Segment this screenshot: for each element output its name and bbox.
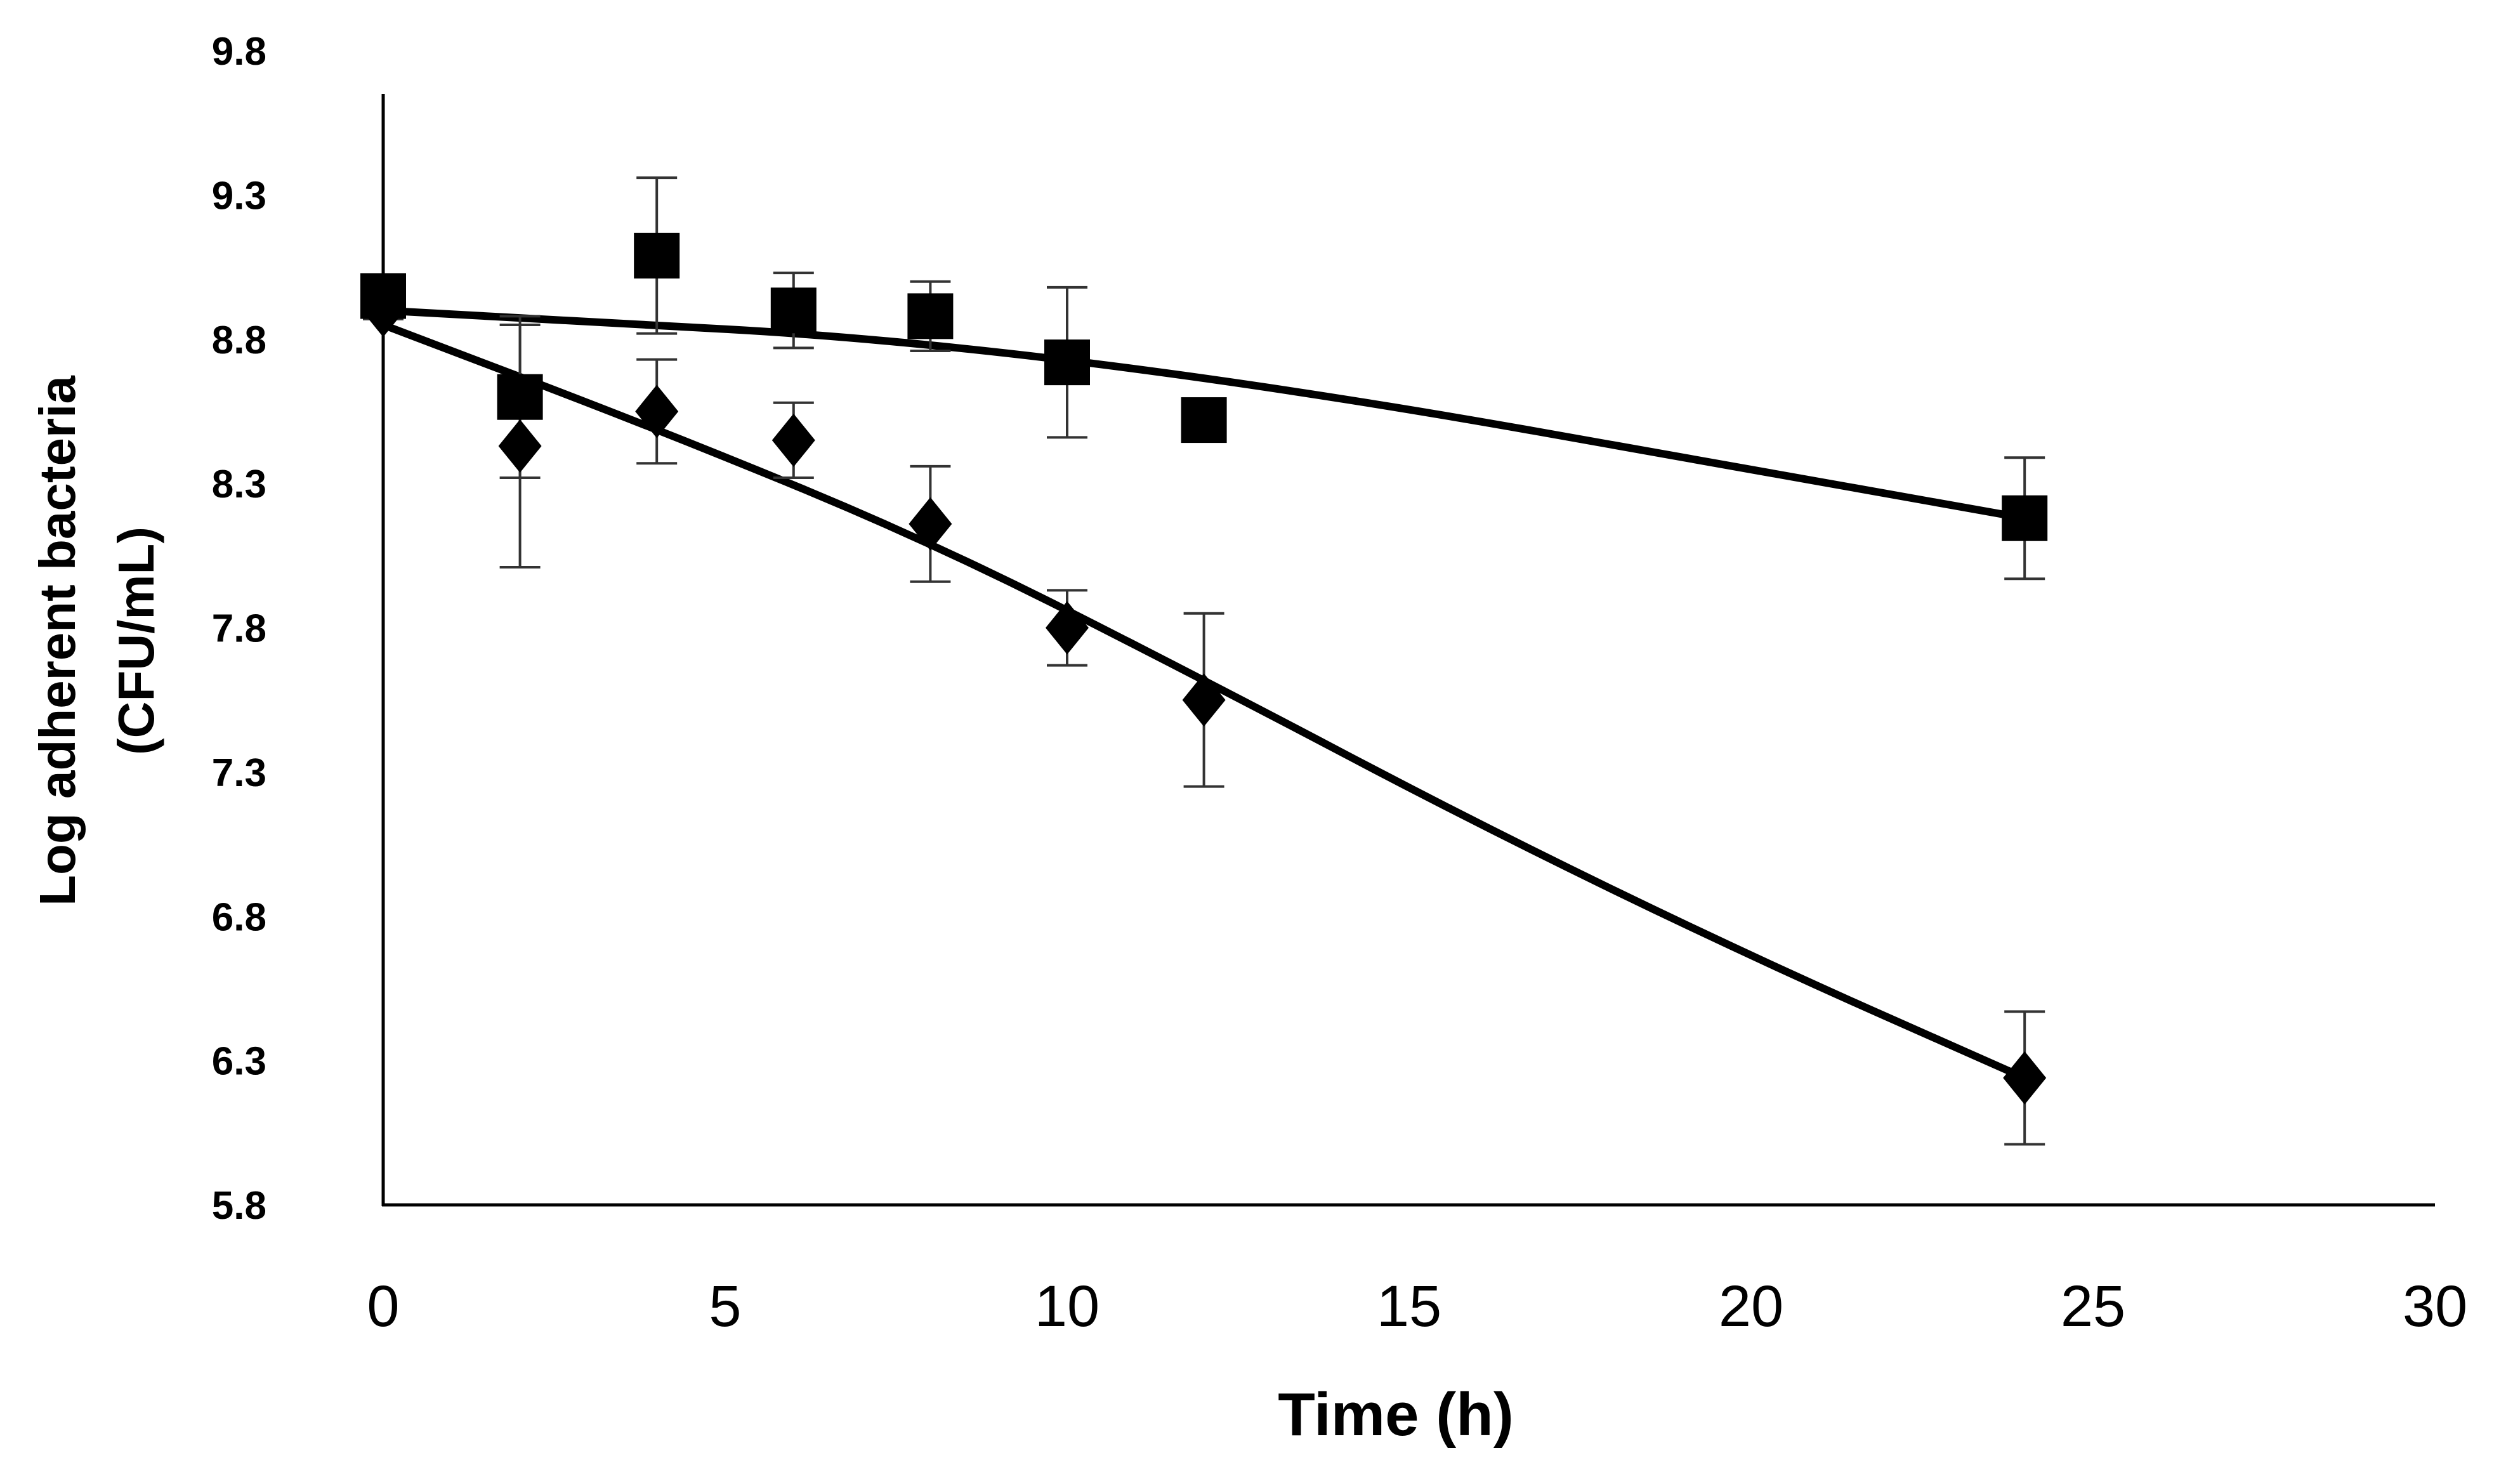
diamond-point xyxy=(771,413,815,467)
diamond-point xyxy=(635,384,679,438)
y-tick-label: 6.8 xyxy=(212,895,266,939)
y-tick-label: 9.8 xyxy=(212,30,266,74)
y-tick-label: 7.3 xyxy=(212,751,266,795)
diamond-point xyxy=(362,284,405,338)
y-axis-title-line-2: (CFU/mL) xyxy=(108,527,164,755)
x-tick-label: 30 xyxy=(2403,1274,2467,1339)
square-point xyxy=(497,374,543,420)
y-tick-label: 9.3 xyxy=(212,174,266,218)
y-axis-title-line-1: Log adherent bacteria xyxy=(29,376,86,906)
square-point xyxy=(770,287,817,334)
squares-fit-line xyxy=(383,306,2026,522)
x-axis-title: Time (h) xyxy=(1278,1381,1514,1449)
x-tick-label: 25 xyxy=(2061,1274,2125,1339)
y-tick-labels: 9.8 9.3 8.8 8.3 7.8 7.3 6.8 6.3 5.8 xyxy=(212,30,266,1228)
diamond-point xyxy=(1182,673,1226,727)
x-tick-label: 20 xyxy=(1719,1274,1783,1339)
axes xyxy=(381,94,2435,1207)
square-point xyxy=(907,293,954,339)
y-tick-label: 5.8 xyxy=(212,1184,266,1228)
x-tick-labels: 0 5 10 15 20 25 30 xyxy=(367,1274,2467,1339)
x-tick-label: 0 xyxy=(367,1274,399,1339)
y-tick-label: 7.8 xyxy=(212,607,266,651)
diamond-point xyxy=(1046,601,1089,655)
square-point xyxy=(2002,495,2048,541)
y-tick-label: 8.8 xyxy=(212,319,266,362)
x-tick-label: 15 xyxy=(1377,1274,1441,1339)
y-axis-title: Log adherent bacteria (CFU/mL) xyxy=(29,376,164,906)
x-tick-label: 10 xyxy=(1035,1274,1099,1339)
diamond-point xyxy=(498,419,542,473)
square-point xyxy=(634,232,680,279)
x-tick-label: 5 xyxy=(709,1274,741,1339)
y-tick-label: 8.3 xyxy=(212,463,266,506)
square-point xyxy=(1044,339,1090,386)
square-point xyxy=(1181,397,1227,444)
data-markers xyxy=(360,232,2048,1105)
y-tick-label: 6.3 xyxy=(212,1040,266,1084)
diamond-point xyxy=(2003,1051,2047,1105)
diamond-point xyxy=(909,497,952,551)
